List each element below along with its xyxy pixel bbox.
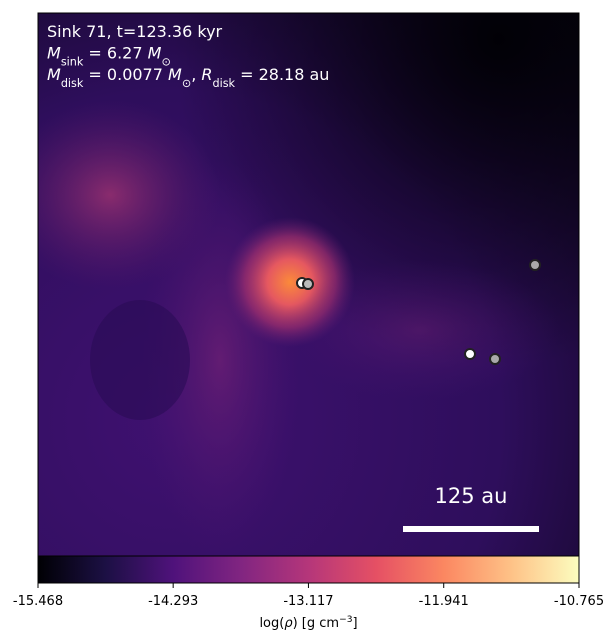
text-part: M (168, 65, 182, 84)
density-image (38, 13, 579, 556)
sink-marker (489, 353, 501, 365)
text-part: ⊙ (182, 77, 191, 90)
text-part: sink (61, 55, 84, 68)
text-part: = 6.27 (83, 44, 147, 63)
colorbar-tick-label: -14.293 (148, 594, 198, 609)
text-part: Sink 71, t=123.36 kyr (47, 22, 223, 41)
colorbar-tick-label: -10.765 (554, 594, 604, 609)
sink-marker (464, 348, 476, 360)
text-part: , (191, 65, 201, 84)
text-part: ] (352, 616, 357, 631)
colorbar-tick-label: -15.468 (13, 594, 63, 609)
sink-marker (302, 278, 314, 290)
text-part: M (148, 44, 162, 63)
colorbar-tick-label: -13.117 (283, 594, 333, 609)
annotation: Msink = 6.27 M⊙ (47, 44, 171, 69)
text-part: ρ (284, 616, 293, 631)
text-part: ⊙ (161, 55, 170, 68)
annotation: Sink 71, t=123.36 kyr (47, 22, 223, 41)
annotation: Mdisk = 0.0077 M⊙, Rdisk = 28.18 au (47, 65, 329, 90)
text-part: = 28.18 au (235, 65, 329, 84)
scale-bar (403, 526, 539, 532)
colorbar-tick-label: -11.941 (419, 594, 469, 609)
colorbar (37, 555, 580, 584)
text-part: = 0.0077 (83, 65, 168, 84)
text-part: M (47, 44, 61, 63)
scale-bar-label: 125 au (435, 484, 508, 508)
text-part: M (47, 65, 61, 84)
text-part: R (201, 65, 212, 84)
sink-marker (529, 259, 541, 271)
colorbar-label: log(ρ) [g cm−3] (259, 615, 357, 631)
text-part: −3 (339, 615, 353, 625)
text-part: ) [g cm (293, 616, 339, 631)
text-part: disk (61, 77, 84, 90)
text-part: log( (259, 616, 284, 631)
text-part: disk (212, 77, 235, 90)
sink-markers (296, 259, 541, 365)
